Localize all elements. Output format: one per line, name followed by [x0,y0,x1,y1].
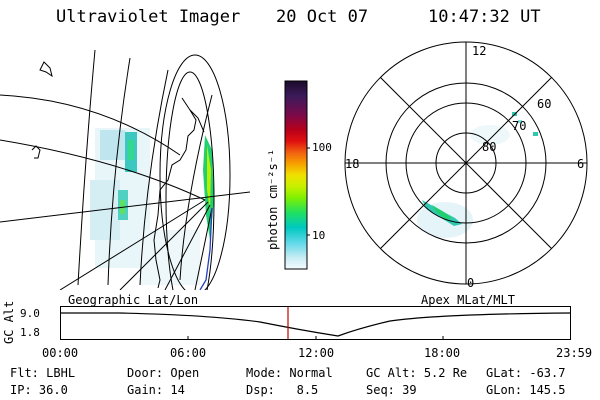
status-ip: IP: 36.0 [10,383,68,397]
mlt-label-6: 6 [577,157,585,171]
mlt-label-18: 18 [345,157,360,171]
polar-panel-label: Apex MLat/MLT [421,293,515,307]
time-tick-1200: 12:00 [298,346,335,360]
status-mode: Mode: Normal [246,366,333,380]
coastline [31,61,205,289]
altitude-tick-9-0: 9.0 [20,307,40,320]
mlat-label-60: 60 [537,97,552,111]
colorbar-label: photon cm⁻²s⁻¹ [266,148,280,250]
image-date: 20 Oct 07 [276,7,369,27]
colorbar [284,80,310,270]
time-tick-2359: 23:59 [556,346,593,360]
mlat-label-80: 80 [482,140,497,154]
time-tick-0000: 00:00 [42,346,79,360]
polar-mlat-mlt-panel [344,41,588,285]
status-filter: Flt: LBHL [10,366,76,380]
aurora-emission-polar [417,112,538,238]
altitude-tick-1-8: 1.8 [20,326,40,339]
status-gc-alt: GC Alt: 5.2 Re [366,366,468,380]
geo-panel-label: Geographic Lat/Lon [68,293,199,307]
mlat-label-70: 70 [512,119,527,133]
terminator-line [199,207,213,290]
status-gain: Gain: 14 [127,383,185,397]
status-door: Door: Open [127,366,200,380]
altitude-strip-plot [60,306,571,340]
mlt-label-12: 12 [472,44,487,58]
geographic-map-panel [0,49,250,290]
time-tick-1800: 18:00 [424,346,461,360]
lat-lon-grid [0,49,250,290]
status-seq: Seq: 39 [366,383,417,397]
time-tick-0600: 06:00 [170,346,207,360]
instrument-title: Ultraviolet Imager [56,7,241,27]
mlt-label-0: 0 [467,276,475,290]
aurora-emission-geo [90,128,214,285]
polar-grid [344,41,588,285]
status-glon: GLon: 145.5 [486,383,566,397]
image-time: 10:47:32 UT [428,7,541,27]
status-glat: GLat: -63.7 [486,366,566,380]
colorbar-tick-10: 10 [312,229,326,242]
colorbar-tick-100: 100 [312,141,332,154]
status-dsp: Dsp: 8.5 [246,383,319,397]
altitude-axis-label: GC Alt [2,300,16,344]
